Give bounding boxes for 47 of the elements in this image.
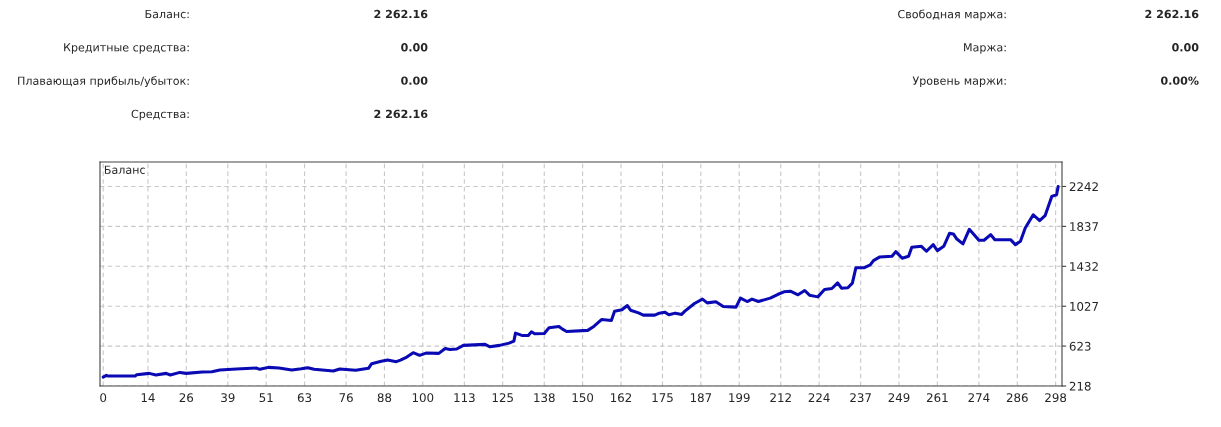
x-tick-label: 100 [412, 393, 434, 403]
y-tick-label: 2242 [1069, 182, 1098, 191]
text: 0.00 [1172, 43, 1199, 52]
x-tick-label: 14 [141, 393, 155, 402]
text: 0.00 [401, 43, 428, 52]
x-tick-label: 261 [926, 393, 948, 403]
y-tick-label: 1432 [1070, 262, 1098, 271]
x-tick-label: 298 [1045, 393, 1067, 403]
text: 0.00 [401, 76, 428, 85]
y-tick-label: 218 [1069, 381, 1091, 391]
x-tick-label: 224 [808, 393, 830, 402]
x-tick-label: 125 [492, 393, 513, 403]
text: 2 262.16 [1145, 9, 1199, 19]
x-tick-label: 175 [652, 393, 673, 403]
x-tick-label: 150 [572, 393, 594, 403]
x-tick-label: 286 [1006, 393, 1028, 403]
x-tick-label: 113 [454, 393, 475, 403]
text: Маржа: [964, 43, 1006, 54]
x-tick-label: 26 [179, 393, 194, 403]
x-tick-label: 212 [770, 393, 791, 402]
x-tick-label: 237 [850, 393, 871, 403]
x-tick-label: 274 [968, 393, 990, 402]
text: Плавающая прибыль/убыток: [18, 76, 189, 88]
text: 2 262.16 [374, 109, 428, 119]
x-tick-label: 138 [534, 393, 555, 403]
y-tick-label: 1027 [1070, 301, 1098, 311]
line-series [101, 184, 1060, 379]
x-tick-label: 249 [888, 393, 910, 403]
text: Уровень маржи: [912, 76, 1006, 87]
y-tick-label: 623 [1069, 341, 1091, 351]
text: 2 262.16 [374, 9, 428, 19]
x-tick-label: 76 [339, 393, 353, 403]
chart-title: Баланс [104, 165, 145, 174]
x-tick-label: 162 [610, 393, 632, 403]
x-tick-label: 187 [690, 393, 712, 403]
text: 0.00% [1160, 76, 1199, 85]
x-tick-label: 199 [729, 393, 750, 403]
text: Свободная маржа: [898, 9, 1006, 21]
text: Кредитные средства: [64, 43, 189, 54]
x-tick-label: 0 [100, 393, 107, 403]
x-tick-label: 51 [259, 393, 273, 403]
x-tick-label: 63 [297, 393, 312, 403]
x-tick-label: 39 [221, 393, 235, 403]
text: Средства: [131, 109, 189, 121]
y-tick-label: 1837 [1070, 222, 1098, 232]
text: Баланс: [145, 9, 189, 19]
x-tick-label: 88 [377, 393, 392, 403]
